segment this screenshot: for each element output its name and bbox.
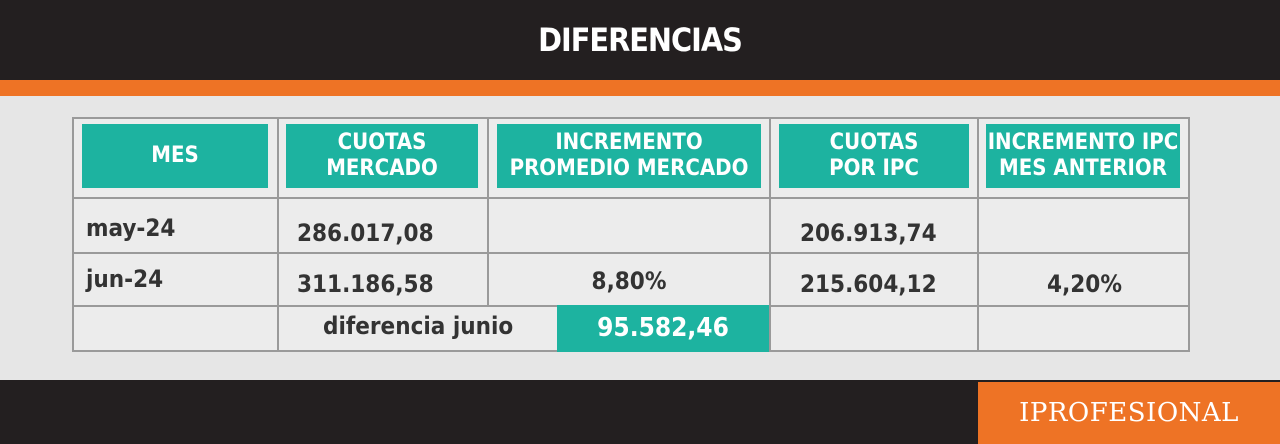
cell: jun-24 — [86, 265, 164, 293]
grid-line — [72, 252, 1190, 254]
column-header: CUOTAS POR IPC — [779, 124, 969, 188]
grid-line — [277, 117, 279, 352]
grid-line — [977, 117, 979, 352]
cell: 8,80% — [591, 267, 667, 295]
cell: 4,20% — [1047, 270, 1122, 298]
cell: 286.017,08 — [297, 219, 434, 247]
cell: 311.186,58 — [297, 270, 434, 298]
cell: 206.913,74 — [800, 219, 937, 247]
column-header: MES — [82, 124, 268, 188]
difference-value: 95.582,46 — [597, 313, 729, 343]
title: DIFERENCIAS — [538, 21, 743, 59]
cell: may-24 — [86, 214, 176, 242]
cell: 215.604,12 — [800, 270, 937, 298]
header-stripe — [0, 80, 1280, 96]
grid-line — [487, 117, 489, 305]
header-bar — [0, 0, 1280, 80]
difference-label: diferencia junio — [323, 312, 514, 340]
grid-line — [769, 117, 771, 352]
difference-box — [557, 305, 769, 352]
column-header: CUOTAS MERCADO — [286, 124, 478, 188]
grid-line — [72, 197, 1190, 199]
column-header: INCREMENTO IPC MES ANTERIOR — [986, 124, 1180, 188]
column-header: INCREMENTO PROMEDIO MERCADO — [497, 124, 761, 188]
brand: IPROFESIONAL — [978, 382, 1280, 444]
